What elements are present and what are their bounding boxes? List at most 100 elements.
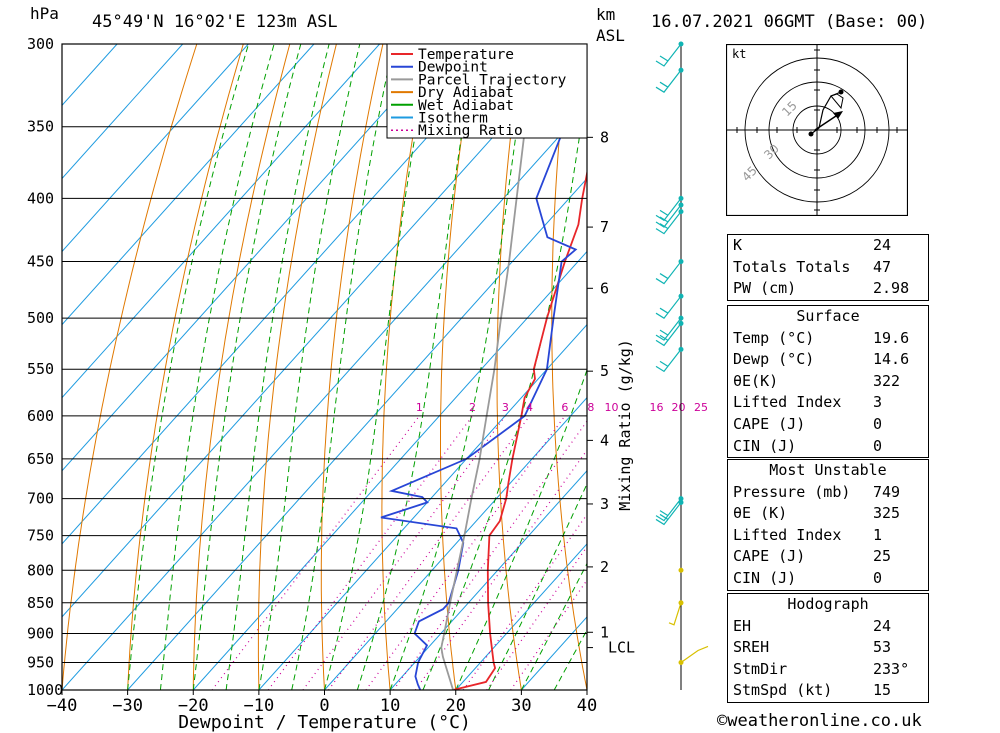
pressure-tick-label: 350: [27, 118, 54, 136]
height-tick-label: 8: [600, 128, 609, 146]
dry-adiabat: [706, 44, 725, 690]
mixing-ratio-label: 4: [526, 401, 533, 414]
mixing-ratio-line: [414, 449, 587, 690]
index-row: Pressure (mb) 749: [728, 482, 928, 504]
index-row: StmSpd (kt) 15: [728, 680, 928, 702]
index-label: Totals Totals: [733, 257, 851, 276]
isotherm: [127, 177, 587, 690]
wind-barb-feather: [659, 307, 669, 314]
isotherm: [62, 44, 446, 472]
dry-adiabat: [496, 44, 523, 690]
index-row: θE(K) 322: [728, 371, 928, 393]
index-label: CIN (J): [733, 568, 797, 587]
wind-barb: [655, 496, 684, 522]
dewpoint-line: [380, 44, 578, 690]
index-value: 14.6: [873, 350, 910, 369]
asl-label: ASL: [596, 26, 625, 45]
mixing-ratio-line: [302, 415, 506, 690]
km-label: km: [596, 5, 616, 24]
index-value: 15: [873, 681, 892, 700]
legend-label: Wet Adiabat: [418, 98, 514, 114]
mixing-ratio-label: 20: [672, 401, 686, 414]
wind-barb-shaft: [655, 197, 682, 222]
wind-barb-feather: [659, 223, 669, 230]
wind-barb-feather: [659, 360, 669, 367]
mixing-ratio-line: [462, 513, 587, 690]
wind-barb: [655, 315, 684, 341]
wind-barb-shaft: [680, 645, 709, 663]
isotherm: [258, 323, 587, 690]
mixing-ratio-label: 8: [587, 401, 594, 414]
index-value: 749: [873, 482, 901, 501]
dry-adiabat: [440, 44, 477, 690]
mixing-ratio-label: 1: [416, 401, 423, 414]
index-label: CAPE (J): [733, 414, 806, 433]
index-table-general: K 24 Totals Totals 47 PW (cm) 2.98: [727, 234, 929, 301]
wind-barb: [655, 293, 684, 319]
index-row: Temp (°C) 19.6: [728, 328, 928, 350]
wind-barb-shaft: [655, 204, 682, 228]
wet-adiabat: [127, 44, 250, 690]
wind-barb-shaft: [655, 211, 682, 235]
temperature-line: [452, 168, 587, 690]
pressure-tick-label: 800: [27, 561, 54, 579]
wind-barb: [655, 202, 684, 228]
wind-barb: [655, 195, 684, 222]
index-table-surface: Surface Temp (°C) 19.6 Dewp (°C) 14.6 θE(K) 32…: [727, 305, 929, 459]
x-tick-label: 10: [380, 696, 400, 716]
wind-barb: [655, 320, 684, 347]
index-label: PW (cm): [733, 279, 797, 298]
wind-barb-feather: [659, 209, 669, 216]
x-tick-label: 0: [319, 696, 329, 716]
pressure-tick-label: 700: [27, 490, 54, 508]
index-row: SREH 53: [728, 637, 928, 659]
index-row: CAPE (J) 0: [728, 414, 928, 436]
mixing-ratio-line: [486, 545, 587, 690]
x-tick-label: −20: [178, 696, 209, 716]
dry-adiabat: [257, 44, 337, 690]
pressure-tick-label: 300: [27, 35, 54, 53]
index-section-title: Most Unstable: [769, 461, 887, 479]
index-label: StmSpd (kt): [733, 681, 833, 700]
hodo-mean-wind-marker: [830, 93, 844, 110]
x-tick-label: −30: [112, 696, 143, 716]
height-tick-label: LCL: [608, 639, 635, 657]
mixing-ratio-line: [510, 579, 587, 690]
height-tick-label: 4: [600, 431, 609, 449]
index-row: Dewp (°C) 14.6: [728, 349, 928, 371]
wet-adiabat: [225, 44, 330, 690]
isotherm: [62, 44, 512, 545]
index-label: Lifted Index: [733, 525, 842, 544]
index-row: K 24: [728, 235, 928, 257]
index-table-most-unstable: Most Unstable Pressure (mb) 749 θE (K) 325 Li…: [727, 459, 929, 591]
wet-adiabat: [520, 562, 587, 690]
isotherm: [389, 470, 587, 690]
wet-adiabat: [422, 80, 587, 690]
pressure-tick-label: 650: [27, 450, 54, 468]
index-label: Lifted Index: [733, 393, 842, 412]
hodo-end-dot: [838, 89, 844, 95]
index-value: 53: [873, 638, 892, 657]
height-tick-label: 1: [600, 623, 609, 641]
index-value: 322: [873, 371, 901, 390]
legend-box: [386, 43, 588, 139]
hodo-unit-label: kt: [732, 47, 746, 61]
wind-barb-shaft: [655, 43, 682, 67]
dry-adiabat: [656, 44, 718, 690]
index-label: Pressure (mb): [733, 482, 851, 501]
station-info: 45°49'N 16°02'E 123m ASL: [92, 12, 338, 32]
x-axis-label: Dewpoint / Temperature (°C): [178, 712, 471, 733]
pressure-tick-label: 600: [27, 407, 54, 425]
mixing-ratio-line: [328, 415, 531, 690]
wind-barb-feather: [659, 329, 669, 336]
index-value: 0: [873, 414, 883, 433]
pressure-unit-label: hPa: [30, 4, 59, 23]
isotherm: [62, 44, 315, 326]
wet-adiabat: [553, 628, 587, 690]
isotherm: [62, 44, 249, 253]
pressure-tick-label: 950: [27, 653, 54, 671]
height-tick-label: 2: [600, 558, 609, 576]
index-value: 1: [873, 525, 883, 544]
isotherm: [62, 44, 118, 107]
legend-label: Dry Adiabat: [418, 85, 514, 101]
